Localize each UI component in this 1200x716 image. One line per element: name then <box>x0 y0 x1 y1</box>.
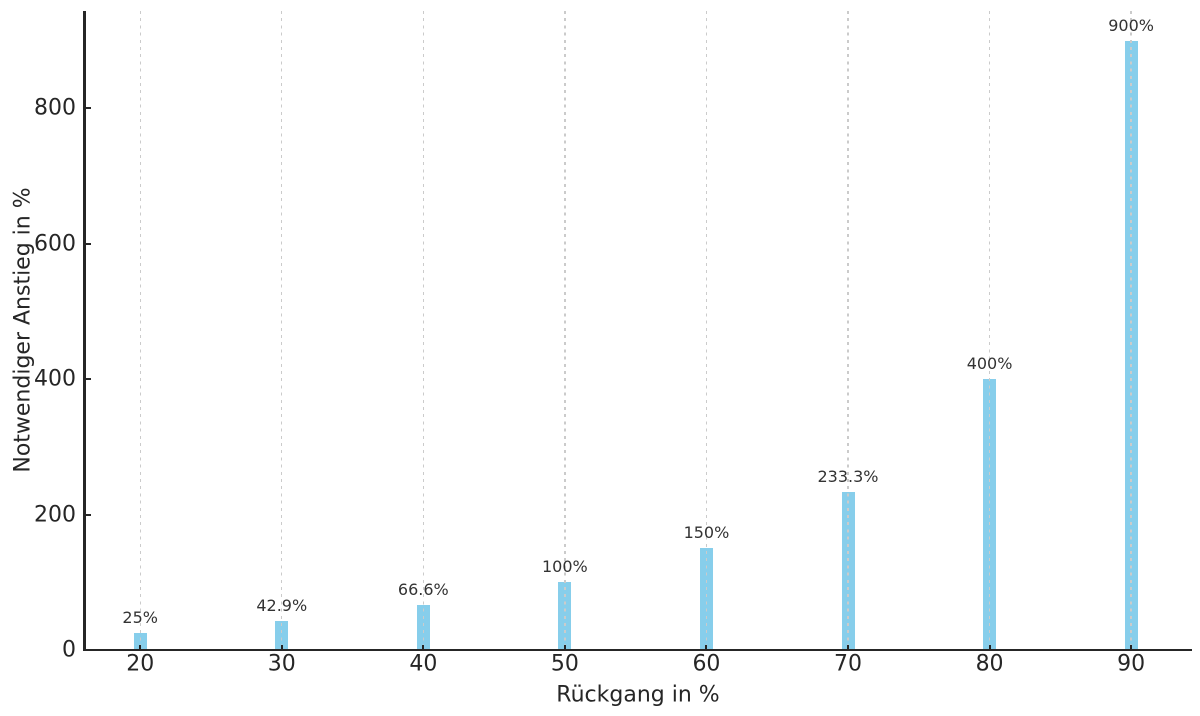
x-tick <box>422 644 425 650</box>
x-tick <box>563 644 566 650</box>
y-tick-label: 600 <box>34 231 76 257</box>
y-axis-line <box>83 11 86 650</box>
x-tick-label: 80 <box>975 651 1004 677</box>
y-tick-label: 400 <box>34 366 76 392</box>
y-tick <box>85 513 91 516</box>
x-tick-label: 90 <box>1117 651 1146 677</box>
x-tick-label: 30 <box>267 651 296 677</box>
bar-value-label: 400% <box>966 354 1013 374</box>
x-tick-label: 50 <box>550 651 579 677</box>
y-tick-label: 200 <box>34 502 76 528</box>
plot-area: 25% 42.9% 66.6% 100% 150% 233.3% 400% 900% <box>85 11 1192 651</box>
x-tick <box>847 644 849 650</box>
bar-value-label: 42.9% <box>256 595 308 615</box>
x-tick <box>705 644 708 650</box>
y-tick <box>85 242 91 245</box>
bar-value-label: 900% <box>1108 15 1154 35</box>
x-gridline <box>705 11 708 650</box>
y-axis-label: Notwendiger Anstieg in % <box>10 187 36 473</box>
x-gridline <box>564 11 566 650</box>
x-tick <box>139 644 142 650</box>
bar-value-label: 100% <box>542 557 588 577</box>
x-gridline <box>1130 11 1132 650</box>
x-axis-line <box>83 648 1192 652</box>
bar-value-label: 233.3% <box>817 467 879 487</box>
x-tick <box>1130 644 1133 650</box>
x-tick-label: 20 <box>126 651 155 677</box>
x-gridline <box>281 11 283 650</box>
y-tick <box>85 378 91 381</box>
x-tick-label: 70 <box>834 651 862 677</box>
x-gridline <box>139 11 141 650</box>
x-gridline <box>847 11 849 650</box>
y-tick-label: 800 <box>34 95 76 121</box>
x-axis-label: Rückgang in % <box>556 682 720 708</box>
bar-value-label: 66.6% <box>397 579 449 599</box>
x-gridline <box>422 11 425 650</box>
y-tick-label: 0 <box>62 637 76 663</box>
y-tick <box>85 107 91 110</box>
x-tick <box>280 644 283 650</box>
bar-value-label: 150% <box>683 523 730 543</box>
x-tick-label: 60 <box>692 651 721 677</box>
x-gridline <box>988 11 991 650</box>
x-tick-label: 40 <box>409 651 438 677</box>
bar-value-label: 25% <box>122 608 158 628</box>
x-tick <box>988 644 991 650</box>
